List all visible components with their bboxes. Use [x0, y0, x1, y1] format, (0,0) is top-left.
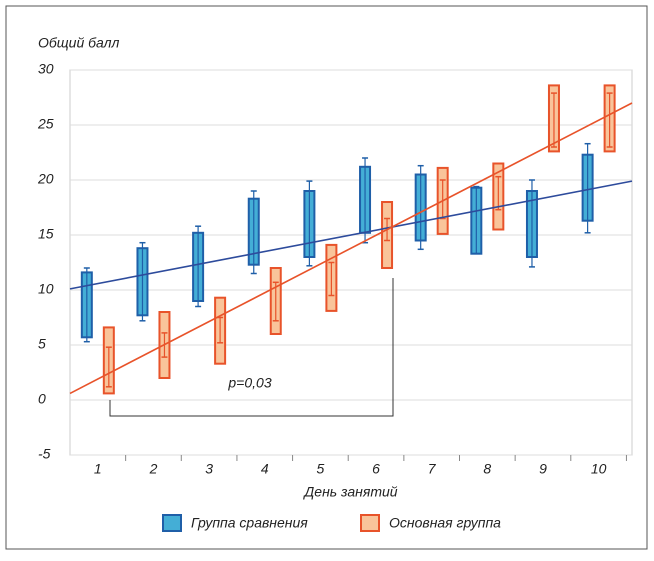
legend-swatch [360, 514, 380, 532]
x-tick-label: 1 [94, 461, 102, 477]
trend-line [69, 102, 633, 395]
x-tick-label: 4 [261, 461, 269, 477]
y-axis-label: Общий балл [38, 35, 120, 51]
y-tick-label: 0 [38, 391, 46, 407]
x-tick-label: 2 [149, 461, 158, 477]
x-tick-label: 7 [428, 461, 437, 477]
y-tick-label: 20 [37, 171, 54, 187]
x-tick-label: 3 [205, 461, 213, 477]
annotation: p=0,03 [227, 375, 271, 391]
x-tick-label: 10 [591, 461, 607, 477]
y-tick-label: 15 [38, 226, 54, 242]
y-tick-label: 25 [37, 116, 54, 132]
x-axis-label: День занятий [302, 484, 397, 500]
bracket [109, 278, 394, 417]
legend-swatch [162, 514, 182, 532]
x-tick-label: 5 [316, 461, 324, 477]
plot-area [69, 69, 633, 456]
trend-line [69, 180, 633, 290]
legend-label: Группа сравнения [191, 515, 308, 531]
y-tick-label: 10 [38, 281, 54, 297]
y-tick-label: 30 [38, 61, 54, 77]
x-tick-label: 8 [483, 461, 491, 477]
y-tick-label: 5 [38, 336, 46, 352]
x-tick-label: 9 [539, 461, 547, 477]
y-tick-label: -5 [38, 446, 51, 462]
x-tick-label: 6 [372, 461, 380, 477]
legend-label: Основная группа [389, 515, 501, 531]
